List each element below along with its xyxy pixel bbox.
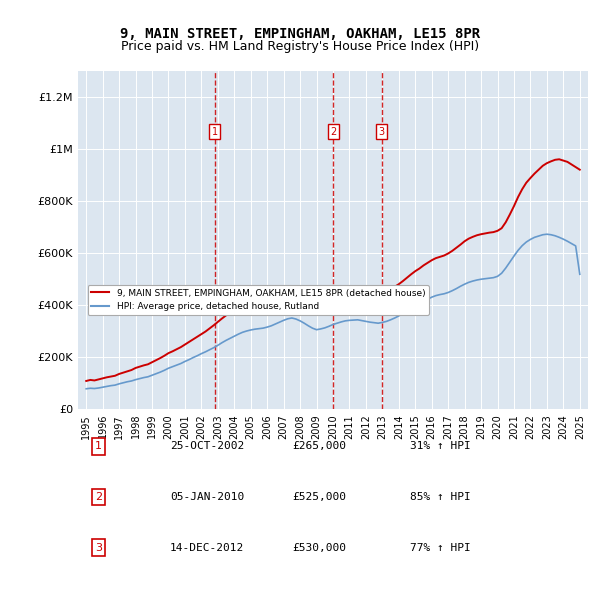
Text: 9, MAIN STREET, EMPINGHAM, OAKHAM, LE15 8PR: 9, MAIN STREET, EMPINGHAM, OAKHAM, LE15 … xyxy=(120,27,480,41)
Text: £265,000: £265,000 xyxy=(292,441,346,451)
Text: 05-JAN-2010: 05-JAN-2010 xyxy=(170,492,244,502)
Text: 14-DEC-2012: 14-DEC-2012 xyxy=(170,543,244,553)
Text: 2: 2 xyxy=(330,127,336,137)
Text: £530,000: £530,000 xyxy=(292,543,346,553)
Text: 25-OCT-2002: 25-OCT-2002 xyxy=(170,441,244,451)
Text: 3: 3 xyxy=(95,543,102,553)
Legend: 9, MAIN STREET, EMPINGHAM, OAKHAM, LE15 8PR (detached house), HPI: Average price: 9, MAIN STREET, EMPINGHAM, OAKHAM, LE15 … xyxy=(88,285,429,315)
Text: 2: 2 xyxy=(95,492,102,502)
Text: 85% ↑ HPI: 85% ↑ HPI xyxy=(409,492,470,502)
Text: 31% ↑ HPI: 31% ↑ HPI xyxy=(409,441,470,451)
Text: 3: 3 xyxy=(379,127,385,137)
Text: £525,000: £525,000 xyxy=(292,492,346,502)
Text: 77% ↑ HPI: 77% ↑ HPI xyxy=(409,543,470,553)
Text: 1: 1 xyxy=(95,441,102,451)
Text: Price paid vs. HM Land Registry's House Price Index (HPI): Price paid vs. HM Land Registry's House … xyxy=(121,40,479,53)
Text: 1: 1 xyxy=(212,127,218,137)
